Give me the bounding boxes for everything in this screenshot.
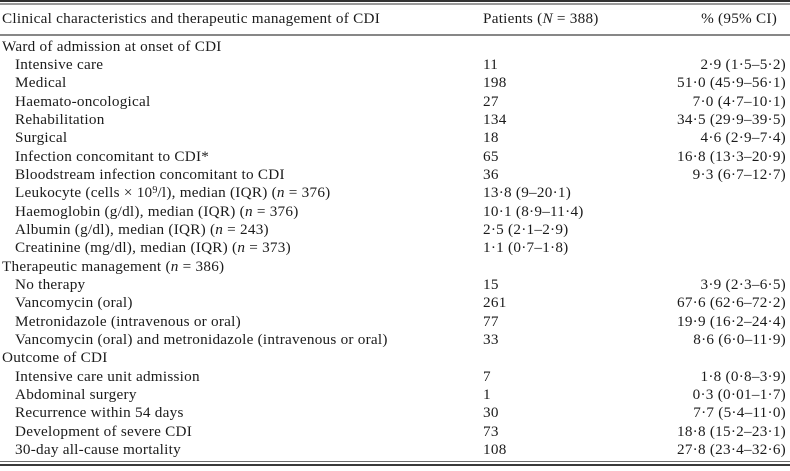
row-label: Metronidazole (intravenous or oral): [15, 312, 241, 330]
table-header-rule: [0, 33, 790, 36]
table-body: Ward of admission at onset of CDI Intens…: [0, 36, 790, 462]
table-bottom-rule-gap: [0, 462, 790, 465]
table-row: Development of severe CDI 73 18·8 (15·2–…: [0, 423, 790, 441]
row-patients-value: 27: [483, 92, 499, 110]
row-patients-value: 2·5 (2·1–2·9): [483, 220, 569, 238]
row-label: Development of severe CDI: [15, 422, 193, 440]
table-top-rule-gap: [0, 2, 790, 3]
row-label: 30-day all-cause mortality: [15, 441, 181, 459]
table-row: Albumin (g/dl), median (IQR) (n = 243) 2…: [0, 221, 790, 239]
row-pct-value: 67·6 (62·6–72·2): [676, 294, 786, 312]
row-pct-value: 4·6 (2·9–7·4): [700, 129, 786, 147]
row-pct-value: 2·9 (1·5–5·2): [700, 55, 786, 73]
table-row: No therapy 15 3·9 (2·3–6·5): [0, 276, 790, 294]
row-patients-value: 7: [483, 367, 491, 385]
table-row: Infection concomitant to CDI* 65 16·8 (1…: [0, 148, 790, 166]
row-patients-value: 15: [483, 275, 499, 293]
table-row: Vancomycin (oral) and metronidazole (int…: [0, 331, 790, 349]
row-patients-value: 73: [483, 422, 499, 440]
row-label: Vancomycin (oral): [15, 294, 133, 312]
table-row: Abdominal surgery 1 0·3 (0·01–1·7): [0, 386, 790, 404]
row-label: Haemato-oncological: [15, 92, 151, 110]
row-patients-value: 13·8 (9–20·1): [483, 184, 572, 202]
row-patients-value: 18: [483, 129, 499, 147]
row-pct-value: 19·9 (16·2–24·4): [676, 312, 786, 330]
row-label: Abdominal surgery: [15, 386, 137, 404]
row-pct-value: 0·3 (0·01–1·7): [692, 386, 786, 404]
row-pct-value: 16·8 (13·3–20·9): [676, 147, 786, 165]
row-pct-value: 51·0 (45·9–56·1): [676, 74, 786, 92]
row-pct-value: 9·3 (6·7–12·7): [692, 165, 786, 183]
table-row: Metronidazole (intravenous or oral) 77 1…: [0, 313, 790, 331]
row-patients-value: 1·1 (0·7–1·8): [483, 239, 569, 257]
row-pct-value: 34·5 (29·9–39·5): [676, 110, 786, 128]
row-label: Intensive care unit admission: [15, 367, 200, 385]
row-patients-value: 198: [483, 74, 507, 92]
row-label: Surgical: [15, 129, 68, 147]
row-patients-value: 11: [483, 55, 499, 73]
table-row: Surgical 18 4·6 (2·9–7·4): [0, 129, 790, 147]
row-patients-value: 36: [483, 165, 499, 183]
table-row: 30-day all-cause mortality 108 27·8 (23·…: [0, 441, 790, 459]
header-pct: % (95% CI): [701, 10, 777, 27]
row-pct-value: 7·7 (5·4–11·0): [693, 404, 786, 422]
row-pct-value: 1·8 (0·8–3·9): [700, 367, 786, 385]
section-header-row: Outcome of CDI: [0, 349, 790, 367]
section-header-row: Therapeutic management (n = 386): [0, 258, 790, 276]
row-pct-value: 3·9 (2·3–6·5): [700, 275, 786, 293]
row-patients-value: 77: [483, 312, 499, 330]
header-patients: Patients (N = 388): [483, 10, 599, 27]
row-label: Albumin (g/dl), median (IQR) (n = 243): [15, 220, 269, 238]
table-row: Intensive care 11 2·9 (1·5–5·2): [0, 56, 790, 74]
row-patients-value: 108: [483, 441, 507, 459]
table-row: Creatinine (mg/dl), median (IQR) (n = 37…: [0, 239, 790, 257]
row-label: Medical: [15, 74, 67, 92]
table-top-rule-dark: [0, 0, 790, 2]
row-label: Vancomycin (oral) and metronidazole (int…: [15, 331, 388, 348]
row-pct-value: 8·6 (6·0–11·9): [693, 331, 786, 348]
table-row: Haemato-oncological 27 7·0 (4·7–10·1): [0, 93, 790, 111]
table-row: Intensive care unit admission 7 1·8 (0·8…: [0, 368, 790, 386]
row-label: Rehabilitation: [15, 110, 105, 128]
row-pct-value: 27·8 (23·4–32·6): [676, 441, 786, 459]
row-label: Infection concomitant to CDI*: [15, 147, 210, 165]
row-pct-value: 18·8 (15·2–23·1): [676, 422, 786, 440]
table-row: Leukocyte (cells × 109/l), median (IQR) …: [0, 184, 790, 202]
row-label: Ward of admission at onset of CDI: [2, 37, 222, 55]
row-patients-value: 30: [483, 404, 499, 422]
table-top-rule-gray: [0, 3, 790, 5]
table-bottom-rule-dark: [0, 464, 790, 467]
row-label: Outcome of CDI: [2, 349, 108, 367]
table-row: Medical 198 51·0 (45·9–56·1): [0, 74, 790, 92]
row-patients-value: 10·1 (8·9–11·4): [483, 202, 584, 220]
table-row: Recurrence within 54 days 30 7·7 (5·4–11…: [0, 404, 790, 422]
row-label: Haemoglobin (g/dl), median (IQR) (n = 37…: [15, 202, 299, 220]
row-label: Intensive care: [15, 55, 104, 73]
row-label: Therapeutic management (n = 386): [2, 257, 225, 275]
table-row: Haemoglobin (g/dl), median (IQR) (n = 37…: [0, 203, 790, 221]
table-row: Vancomycin (oral) 261 67·6 (62·6–72·2): [0, 294, 790, 312]
row-patients-value: 134: [483, 110, 507, 128]
row-label: Recurrence within 54 days: [15, 404, 184, 422]
row-label: Leukocyte (cells × 109/l), median (IQR) …: [15, 184, 331, 202]
row-pct-value: 7·0 (4·7–10·1): [692, 92, 786, 110]
table-bottom-rule-gray: [0, 461, 790, 463]
section-header-row: Ward of admission at onset of CDI: [0, 38, 790, 56]
table-row: Rehabilitation 134 34·5 (29·9–39·5): [0, 111, 790, 129]
row-patients-value: 261: [483, 294, 507, 312]
table-header-row: Clinical characteristics and therapeutic…: [0, 5, 790, 34]
row-patients-value: 33: [483, 331, 499, 348]
row-patients-value: 65: [483, 147, 499, 165]
row-label: Creatinine (mg/dl), median (IQR) (n = 37…: [15, 239, 291, 257]
header-label: Clinical characteristics and therapeutic…: [2, 10, 381, 27]
table-row: Bloodstream infection concomitant to CDI…: [0, 166, 790, 184]
row-label: Bloodstream infection concomitant to CDI: [15, 165, 285, 183]
row-patients-value: 1: [483, 386, 491, 404]
row-label: No therapy: [15, 275, 86, 293]
